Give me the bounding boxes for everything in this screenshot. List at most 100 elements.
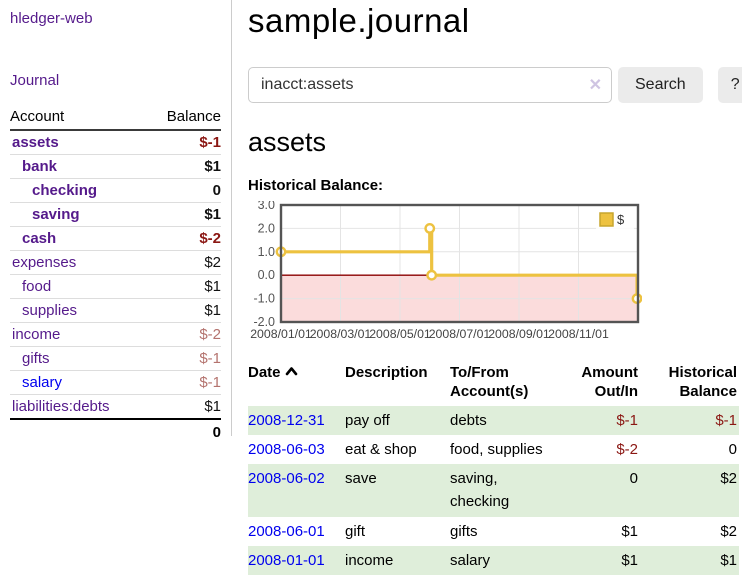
account-balance: $-1 <box>199 350 221 367</box>
svg-text:$: $ <box>617 212 625 227</box>
nav-journal: Journal <box>10 72 221 90</box>
cell-description: pay off <box>345 405 450 435</box>
cell-date[interactable]: 2008-12-31 <box>248 405 345 435</box>
sidebar-account-row: bank $1 <box>10 155 221 179</box>
cell-balance: $2 <box>720 522 737 540</box>
transaction-date-link[interactable]: 2008-06-01 <box>248 522 325 540</box>
cell-amount: $1 <box>566 545 646 575</box>
account-link[interactable]: expenses <box>12 254 77 271</box>
account-link[interactable]: gifts <box>22 350 50 367</box>
account-balance: $2 <box>204 254 221 271</box>
account-link[interactable]: checking <box>32 182 98 199</box>
col-header-accounts: To/From Account(s) <box>450 364 529 400</box>
sidebar-account-row: liabilities:debts $1 <box>10 395 221 419</box>
account-balance: $-2 <box>199 230 221 247</box>
balance-chart-svg: $3.0 2.0 1.0 0.0 -1.0 -2.02008/01/012008/03/0… <box>250 198 643 341</box>
svg-text:0.0: 0.0 <box>258 268 275 282</box>
account-balance: $1 <box>204 158 221 175</box>
sidebar-account-row: expenses $2 <box>10 251 221 275</box>
transaction-date-link[interactable]: 2008-06-02 <box>248 470 325 487</box>
svg-text:-1.0: -1.0 <box>253 292 275 306</box>
svg-text:2008/01/01: 2008/01/01 <box>250 327 312 341</box>
sort-up-icon <box>285 364 298 383</box>
cell-accounts: debts <box>450 405 566 435</box>
clear-search-icon[interactable]: ✕ <box>588 77 602 94</box>
table-row: 2008-12-31 pay off debts $-1 $-1 <box>248 405 739 435</box>
sidebar-account-row: saving $1 <box>10 203 221 227</box>
account-balance: $-1 <box>199 374 221 391</box>
account-link[interactable]: supplies <box>22 302 78 319</box>
cell-amount: $-2 <box>616 440 638 458</box>
table-row: 2008-06-01 gift gifts $1 $2 <box>248 517 739 546</box>
journal-link[interactable]: Journal <box>10 72 60 89</box>
sidebar-account-row: assets $-1 <box>10 131 221 155</box>
account-link[interactable]: cash <box>22 230 57 247</box>
account-balance: $1 <box>204 398 221 415</box>
accounts-panel: Account Balance assets $-1 bank $1 checking 0… <box>10 106 221 445</box>
svg-text:2008/05/01: 2008/05/01 <box>369 327 431 341</box>
svg-text:2008/09/01: 2008/09/01 <box>488 327 550 341</box>
register-table: Date Description To/From Account(s) Amou… <box>248 362 739 575</box>
sidebar-account-row: supplies $1 <box>10 299 221 323</box>
sidebar-account-row: income $-2 <box>10 323 221 347</box>
account-link[interactable]: salary <box>22 374 63 391</box>
accounts-total-value: 0 <box>212 424 221 441</box>
svg-text:2008/03/01: 2008/03/01 <box>310 327 372 341</box>
cell-accounts: gifts <box>450 522 478 540</box>
account-link[interactable]: food <box>22 278 52 295</box>
svg-text:2008/07/01: 2008/07/01 <box>429 327 491 341</box>
col-header-balance: Historical Balance <box>668 364 737 400</box>
cell-description: income <box>345 545 450 575</box>
transaction-date-link[interactable]: 2008-12-31 <box>248 411 325 429</box>
col-header-date[interactable]: Date <box>248 362 345 406</box>
brand-link[interactable]: hledger-web <box>10 10 93 27</box>
svg-text:-2.0: -2.0 <box>253 315 275 329</box>
chart-legend: $ <box>596 209 634 230</box>
sidebar-account-row: cash $-2 <box>10 227 221 251</box>
accounts-list: assets $-1 bank $1 checking 0 saving $1 cash $-2 e… <box>10 131 221 419</box>
accounts-header-balance: Balance <box>166 108 221 125</box>
account-link[interactable]: liabilities:debts <box>12 398 110 415</box>
cell-date[interactable]: 2008-06-03 <box>248 435 345 464</box>
account-link[interactable]: bank <box>22 158 58 175</box>
svg-text:2008/11/01: 2008/11/01 <box>548 327 609 341</box>
search-input[interactable] <box>248 67 612 103</box>
sidebar-account-row: salary $-1 <box>10 371 221 395</box>
help-button[interactable]: ? <box>717 67 742 103</box>
cell-balance: $-1 <box>646 405 739 435</box>
chart-title: Historical Balance: <box>248 177 384 194</box>
account-balance: $1 <box>204 206 221 223</box>
account-link[interactable]: income <box>12 326 61 343</box>
cell-description: eat & shop <box>345 440 417 458</box>
cell-date[interactable]: 2008-06-01 <box>248 517 345 546</box>
cell-amount: $1 <box>621 522 638 540</box>
page-title: sample.journal <box>248 2 470 39</box>
cell-balance: 0 <box>728 440 737 458</box>
sidebar-account-row: gifts $-1 <box>10 347 221 371</box>
svg-text:1.0: 1.0 <box>258 245 275 259</box>
account-link[interactable]: saving <box>32 206 80 223</box>
account-link[interactable]: assets <box>12 134 59 151</box>
table-row: 2008-01-01 income salary $1 $1 <box>248 545 739 575</box>
app-brand: hledger-web <box>10 8 221 28</box>
accounts-header-account: Account <box>10 108 65 125</box>
sidebar-account-row: checking 0 <box>10 179 221 203</box>
cell-date[interactable]: 2008-06-02 <box>248 464 345 517</box>
account-balance: $1 <box>204 302 221 319</box>
cell-description: gift <box>345 522 366 540</box>
search-box: ✕ <box>248 67 612 103</box>
table-row: 2008-06-02 save saving, checking 0 $2 <box>248 464 739 517</box>
sidebar-account-row: food $1 <box>10 275 221 299</box>
balance-chart[interactable]: $3.0 2.0 1.0 0.0 -1.0 -2.0 2008/01/01 2008/03/0… <box>248 198 742 348</box>
svg-text:3.0: 3.0 <box>258 201 275 212</box>
search-button[interactable]: Search <box>618 67 703 103</box>
cell-amount: 0 <box>566 464 646 517</box>
cell-date[interactable]: 2008-01-01 <box>248 545 345 575</box>
transaction-date-link[interactable]: 2008-01-01 <box>248 551 325 569</box>
cell-amount: $-1 <box>566 405 646 435</box>
accounts-total-row: 0 <box>10 418 221 445</box>
transaction-date-link[interactable]: 2008-06-03 <box>248 440 325 458</box>
account-balance: $-2 <box>199 326 221 343</box>
search-bar: ✕ Search ? <box>248 67 742 103</box>
register-heading: assets <box>248 127 327 157</box>
